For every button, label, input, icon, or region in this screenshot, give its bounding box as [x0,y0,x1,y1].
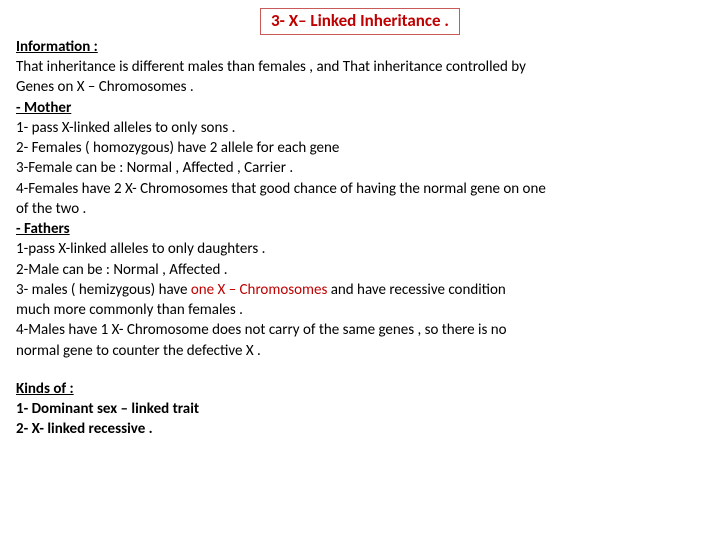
page-title: 3- X– Linked Inheritance . [260,8,460,35]
mother-heading: - Mother [16,98,704,118]
father-point-4b: normal gene to counter the defective X . [16,341,704,361]
mother-point-1: 1- pass X-linked alleles to only sons . [16,118,704,138]
kinds-block: Kinds of : 1- Dominant sex – linked trai… [16,379,704,440]
father-point-3a: 3- males ( hemizygous) have one X – Chro… [16,280,704,300]
kinds-heading: Kinds of : [16,379,704,399]
information-heading: Information : [16,37,704,57]
mother-point-4b: of the two . [16,199,704,219]
father-point-3-post: and have recessive condition [331,281,506,299]
intro-line-2: Genes on X – Chromosomes . [16,77,704,97]
title-row: 3- X– Linked Inheritance . [16,8,704,35]
father-point-3b: much more commonly than females . [16,300,704,320]
kinds-item-1: 1- Dominant sex – linked trait [16,399,704,419]
father-point-1: 1-pass X-linked alleles to only daughter… [16,239,704,259]
father-point-2: 2-Male can be : Normal , Affected . [16,260,704,280]
mother-point-2: 2- Females ( homozygous) have 2 allele f… [16,138,704,158]
kinds-item-2: 2- X- linked recessive . [16,419,704,439]
father-point-3-pre: 3- males ( hemizygous) have [16,281,191,299]
father-point-4a: 4-Males have 1 X- Chromosome does not ca… [16,320,704,340]
intro-line-1: That inheritance is different males than… [16,57,704,77]
father-point-3-red: one X – Chromosomes [191,281,331,299]
fathers-heading: - Fathers [16,219,704,239]
mother-point-3: 3-Female can be : Normal , Affected , Ca… [16,158,704,178]
mother-point-4a: 4-Females have 2 X- Chromosomes that goo… [16,179,704,199]
